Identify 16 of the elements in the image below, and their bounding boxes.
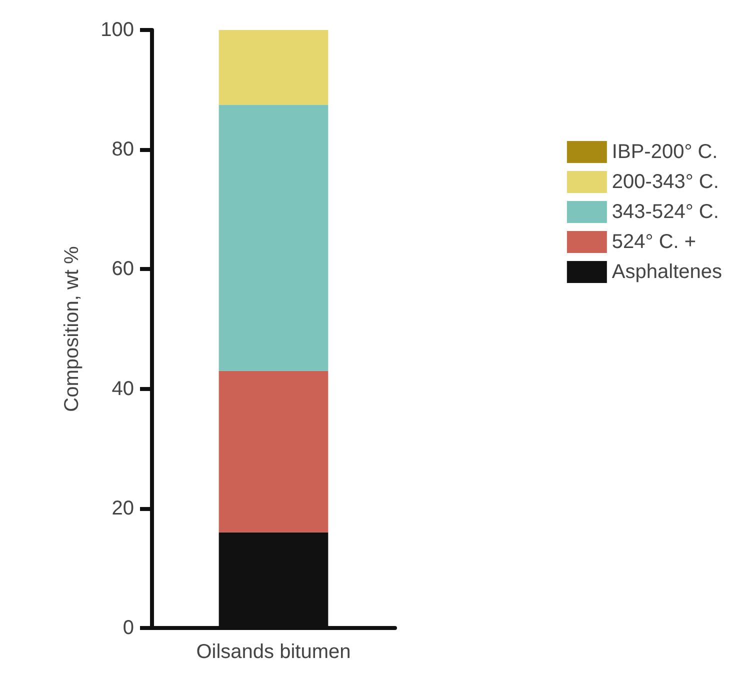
bar — [218, 104, 328, 371]
legend-label: 200-343° C. — [612, 171, 719, 193]
x-tick-label: Oilsands bitumen — [196, 641, 351, 663]
bar — [218, 370, 328, 532]
y-tick-label: 60 — [112, 258, 134, 280]
legend-label: Asphaltenes — [612, 261, 722, 283]
y-tick-label: 80 — [112, 138, 134, 161]
y-tick-label: 40 — [112, 378, 134, 400]
y-axis-title: Composition, wt % — [61, 246, 83, 412]
y-tick-label: 100 — [100, 19, 134, 41]
legend-label: 524° C. + — [612, 231, 696, 253]
legend-label: IBP-200° C. — [612, 141, 718, 163]
legend-label: 343-524° C. — [612, 201, 719, 223]
y-tick-label: 20 — [112, 497, 134, 520]
y-tick-label: 0 — [122, 617, 134, 639]
bar — [218, 30, 328, 105]
